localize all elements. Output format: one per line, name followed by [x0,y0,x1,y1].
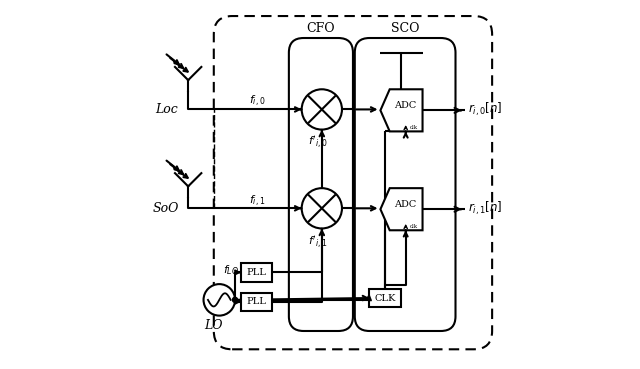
Text: LO: LO [205,319,223,332]
Polygon shape [380,89,422,131]
Text: ADC: ADC [394,101,416,110]
Circle shape [232,297,237,303]
Text: ADC: ADC [394,200,416,208]
Text: Loc: Loc [155,103,177,116]
Text: $f'_{i,1}$: $f'_{i,1}$ [308,235,328,251]
Text: $r_{i,0}[n]$: $r_{i,0}[n]$ [468,101,503,118]
Polygon shape [380,188,422,230]
Text: CFO: CFO [307,23,335,35]
Circle shape [301,188,342,228]
Text: clk: clk [410,125,418,130]
Text: clk: clk [410,224,418,228]
Text: SoO: SoO [153,202,179,215]
Text: $f_{i,1}$: $f_{i,1}$ [248,193,265,208]
Text: PLL: PLL [247,268,267,277]
Text: PLL: PLL [247,297,267,306]
Text: CLK: CLK [374,293,396,303]
Bar [369,289,401,307]
Text: $f'_{i,0}$: $f'_{i,0}$ [308,135,328,151]
Text: $f_{LO}$: $f_{LO}$ [223,264,239,277]
Text: $f_{i,0}$: $f_{i,0}$ [248,94,265,109]
Bar [241,263,273,282]
Bar [241,293,273,311]
Text: $r_{i,1}[n]$: $r_{i,1}[n]$ [468,200,503,217]
Circle shape [204,284,235,315]
Text: SCO: SCO [391,23,419,35]
Circle shape [301,89,342,130]
